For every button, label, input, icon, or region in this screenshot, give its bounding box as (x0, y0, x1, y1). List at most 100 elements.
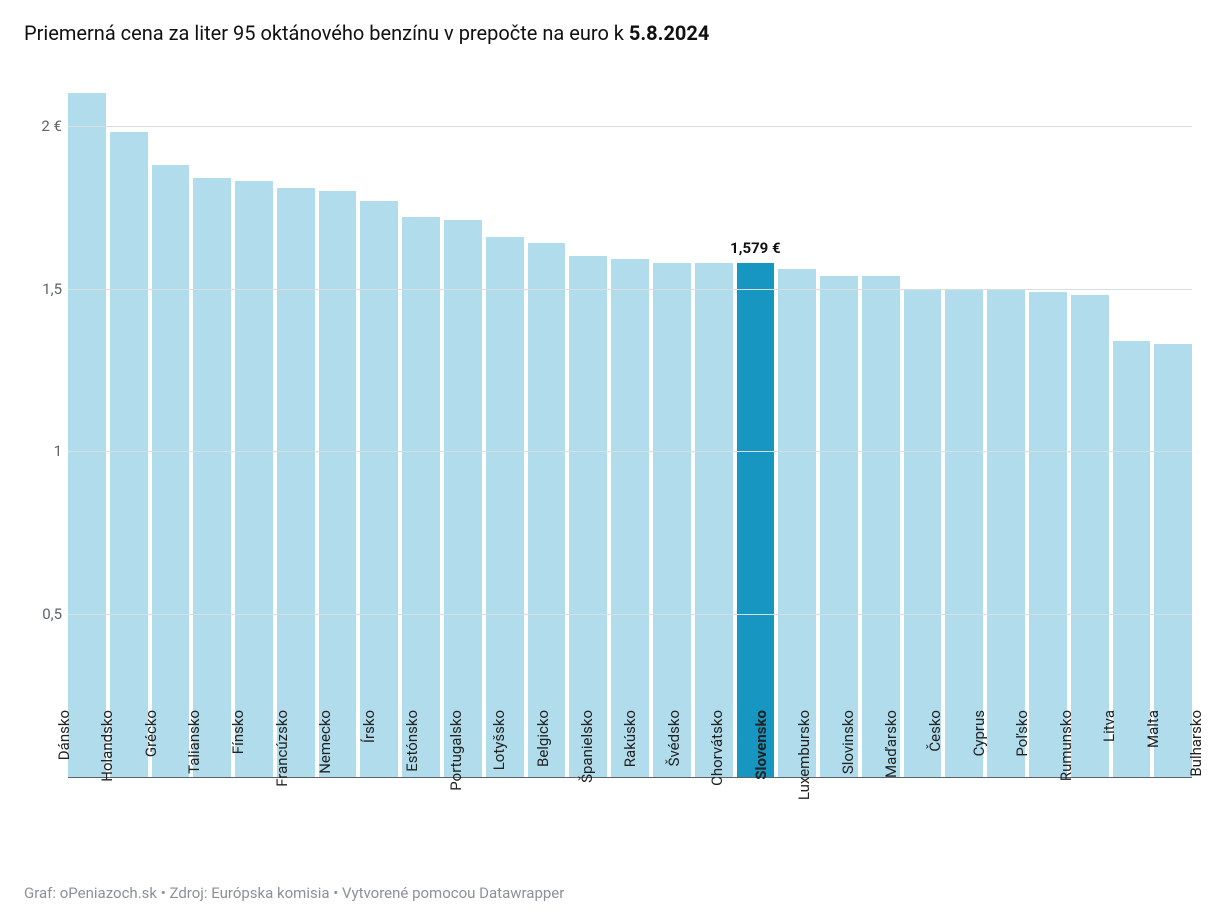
x-axis-category-label: Španielsko (578, 710, 596, 783)
x-axis-category-label: Estónsko (403, 710, 421, 772)
bar (444, 220, 482, 777)
x-label-slot: Švédsko (654, 704, 694, 834)
x-label-slot: Slovinsko (828, 704, 868, 834)
bars-container: 1,579 € (68, 77, 1192, 777)
x-label-slot: Litva (1090, 704, 1130, 834)
y-axis-label: 1 (24, 442, 62, 460)
bar-slot (987, 77, 1025, 777)
x-label-slot: Česko (915, 704, 955, 834)
bar-highlight (737, 263, 775, 777)
x-label-slot: Rakúsko (610, 704, 650, 834)
x-label-slot: Cyprus (959, 704, 999, 834)
x-axis-category-label: Cyprus (970, 710, 988, 756)
chart-title: Priemerná cena za liter 95 oktánového be… (24, 20, 1196, 47)
gridline (68, 289, 1192, 290)
x-label-slot: Slovensko (741, 704, 781, 834)
x-label-slot: Francúzsko (262, 704, 302, 834)
bar (360, 201, 398, 777)
x-axis-category-label: Litva (1100, 710, 1118, 742)
bar-slot (319, 77, 357, 777)
x-axis-category-label: Chorvátsko (708, 710, 726, 786)
bar-slot (1071, 77, 1109, 777)
bar (68, 93, 106, 777)
y-axis-label: 2 € (24, 117, 62, 135)
x-axis-category-label: Dánsko (55, 710, 73, 760)
x-labels-row: Dánsko Holandsko Grécko Taliansko Fínsko Fran… (44, 704, 1216, 834)
bar-slot (235, 77, 273, 777)
bar (152, 165, 190, 777)
x-axis-category-label: Fínsko (229, 710, 247, 754)
x-axis-category-label: Lotyšsko (490, 710, 508, 770)
x-axis-category-label: Maďarsko (882, 710, 900, 778)
x-axis-category-label: Rumunsko (1057, 710, 1075, 781)
x-label-slot: Bulharsko (1177, 704, 1217, 834)
bar-slot (778, 77, 816, 777)
x-label-slot: Maďarsko (872, 704, 912, 834)
bar-slot (486, 77, 524, 777)
bar-slot (820, 77, 858, 777)
x-label-slot: Chorvátsko (697, 704, 737, 834)
x-axis-category-label: Slovensko (752, 710, 770, 780)
bar (486, 237, 524, 777)
bar (611, 259, 649, 777)
bar-slot (1113, 77, 1151, 777)
bar (110, 132, 148, 777)
x-label-slot: Estónsko (393, 704, 433, 834)
x-axis-category-label: Rakúsko (621, 710, 639, 767)
bar-slot (277, 77, 315, 777)
bar-slot (1029, 77, 1067, 777)
bar (528, 243, 566, 777)
x-label-slot: Španielsko (567, 704, 607, 834)
bar (277, 188, 315, 777)
bar (862, 276, 900, 777)
bar-slot (862, 77, 900, 777)
x-label-slot: Lotyšsko (480, 704, 520, 834)
bar (569, 256, 607, 777)
bar-slot (1154, 77, 1192, 777)
gridline (68, 126, 1192, 127)
y-axis-label: 0,5 (24, 605, 62, 623)
x-label-slot: Portugalsko (436, 704, 476, 834)
bar-slot (444, 77, 482, 777)
x-label-slot: Taliansko (175, 704, 215, 834)
x-axis-category-label: Holandsko (98, 710, 116, 782)
x-label-slot: Luxembursko (785, 704, 825, 834)
bar-slot (945, 77, 983, 777)
x-axis-category-label: Grécko (142, 710, 160, 757)
bar-slot (402, 77, 440, 777)
title-prefix: Priemerná cena za liter 95 oktánového be… (24, 21, 629, 45)
bar-slot (360, 77, 398, 777)
y-axis-label: 1,5 (24, 280, 62, 298)
bar-slot (569, 77, 607, 777)
x-label-slot: Dánsko (44, 704, 84, 834)
x-axis-category-label: Švédsko (665, 710, 683, 766)
bar-slot (611, 77, 649, 777)
gridline (68, 451, 1192, 452)
bar-slot (110, 77, 148, 777)
bar-slot (152, 77, 190, 777)
x-axis-category-label: Malta (1144, 710, 1162, 748)
x-label-slot: Írsko (349, 704, 389, 834)
chart-area: 1,579 € 0,5 1 1,5 2 € (24, 77, 1196, 777)
x-axis-category-label: Poľsko (1013, 710, 1031, 757)
bar (820, 276, 858, 777)
bar (235, 181, 273, 777)
x-axis-category-label: Belgicko (534, 710, 552, 767)
x-axis-category-label: Česko (926, 710, 944, 752)
x-axis-category-label: Bulharsko (1187, 710, 1205, 777)
bar (193, 178, 231, 777)
x-axis-category-label: Portugalsko (447, 710, 465, 791)
bar (653, 263, 691, 777)
x-axis-category-label: Taliansko (185, 710, 203, 774)
bar-slot (528, 77, 566, 777)
x-axis-category-label: Írsko (360, 710, 378, 743)
bar-slot (904, 77, 942, 777)
bar-slot (695, 77, 733, 777)
x-label-slot: Poľsko (1002, 704, 1042, 834)
bar (319, 191, 357, 777)
x-axis-category-label: Slovinsko (839, 710, 857, 774)
gridline (68, 614, 1192, 615)
x-label-slot: Malta (1133, 704, 1173, 834)
bar-slot (68, 77, 106, 777)
x-label-slot: Fínsko (218, 704, 258, 834)
